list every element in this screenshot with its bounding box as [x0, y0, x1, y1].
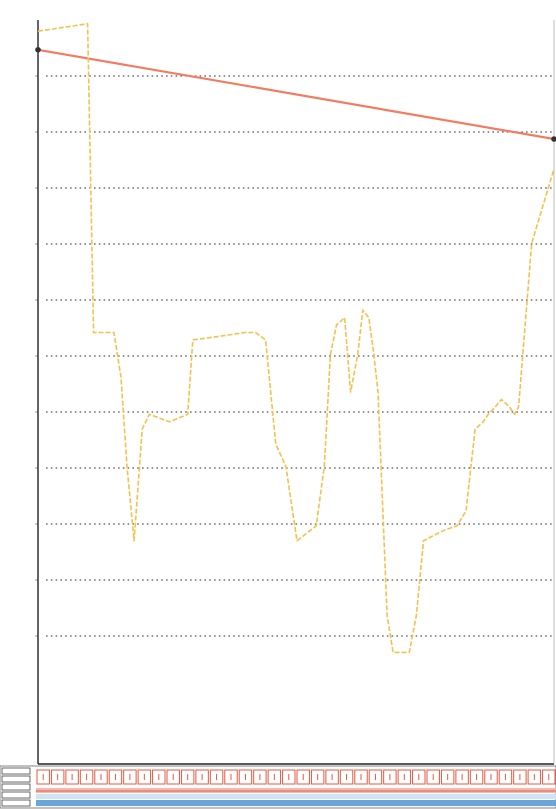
bottom-panel-label-block — [1, 799, 31, 807]
bottom-panel-label-block — [1, 767, 31, 775]
series-line-2 — [37, 22, 555, 654]
bottom-panel-label-block — [1, 783, 31, 791]
bottom-panel-fill-3 — [36, 800, 556, 806]
series-group — [35, 22, 556, 654]
series-line-1 — [37, 48, 555, 141]
bottom-panel-label-block — [1, 791, 31, 799]
series-point — [551, 136, 556, 142]
plot-frame — [37, 20, 555, 765]
bottom-panel — [0, 765, 556, 809]
gridlines — [35, 75, 554, 637]
bottom-panel-label-block — [1, 775, 31, 783]
bottom-panel-fill-2 — [36, 794, 556, 799]
series-point — [35, 46, 41, 53]
bottom-panel-fill-1 — [36, 788, 556, 793]
